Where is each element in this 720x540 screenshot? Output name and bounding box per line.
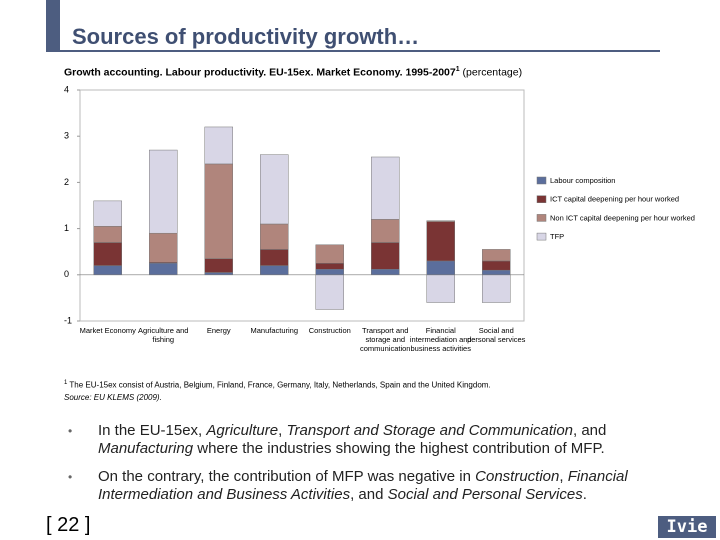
bar-segment xyxy=(260,249,289,266)
emphasis: Construction xyxy=(475,468,560,485)
bar-segment xyxy=(315,244,344,264)
footnote: The EU-15ex consist of Austria, Belgium,… xyxy=(69,380,491,390)
bar-segment xyxy=(371,156,400,220)
text-run: On the contrary, the contribution of MFP… xyxy=(98,468,476,485)
x-tick-label: Manufacturing xyxy=(250,326,299,335)
text-run: , xyxy=(278,422,287,439)
bar-segment xyxy=(93,200,122,227)
legend-label: TFP xyxy=(550,232,564,241)
x-tick-label: Social and personal services xyxy=(467,326,526,344)
x-tick-label: Energy xyxy=(206,326,231,335)
text-run: In the EU-15ex, xyxy=(98,422,207,439)
bar-segment xyxy=(204,163,233,259)
legend-label: ICT capital deepening per hour worked xyxy=(550,195,679,204)
bar-segment xyxy=(371,269,400,276)
bar-segment xyxy=(426,221,455,262)
y-tick-label: 1 xyxy=(64,223,69,233)
bar-segment xyxy=(426,260,455,276)
y-tick-label: 3 xyxy=(64,131,69,141)
bullet-text: In the EU-15ex, Agriculture, Transport a… xyxy=(98,422,688,458)
plot-frame xyxy=(79,89,525,322)
bullet-dot: • xyxy=(68,470,73,484)
emphasis: Transport and Storage and Communication xyxy=(286,422,573,439)
text-run: where the industries showing the highest… xyxy=(193,440,605,457)
legend-swatch xyxy=(536,214,547,222)
accent-bar xyxy=(46,0,60,52)
bar-segment xyxy=(260,265,289,276)
chart-title-line: Growth accounting. Labour productivity. … xyxy=(64,66,522,79)
legend-swatch xyxy=(536,195,547,203)
x-tick-label: Agriculture and fishing xyxy=(138,326,189,344)
legend-swatch xyxy=(536,232,547,241)
x-tick-label: Transport and storage and communication xyxy=(360,326,411,353)
text-run: , and xyxy=(573,422,607,439)
bar-segment xyxy=(204,126,233,165)
x-tick-label: Financial intermediation and business ac… xyxy=(409,326,472,353)
y-tick-label: -1 xyxy=(64,315,72,325)
bullet-text: On the contrary, the contribution of MFP… xyxy=(98,468,688,504)
bullet: • In the EU-15ex, Agriculture, Transport … xyxy=(68,422,688,458)
footnote-line: 1 The EU-15ex consist of Austria, Belgiu… xyxy=(64,380,491,390)
bar-segment xyxy=(260,223,289,250)
emphasis: Agriculture xyxy=(206,422,279,439)
bar-segment xyxy=(315,263,344,270)
bar-segment xyxy=(149,263,178,276)
title-rule xyxy=(60,50,660,52)
logo: Ivie xyxy=(658,516,716,538)
legend-label: Labour composition xyxy=(550,176,615,185)
bar-segment xyxy=(93,265,122,276)
legend-label: Non ICT capital deepening per hour worke… xyxy=(550,213,695,222)
bar-segment xyxy=(371,219,400,243)
bar-segment xyxy=(482,249,511,262)
bar-segment xyxy=(482,269,511,276)
page-number: [ 22 ] xyxy=(46,514,91,536)
bar-segment xyxy=(482,274,511,303)
bar-segment xyxy=(93,226,122,243)
bullet-dot: • xyxy=(68,424,73,438)
bar-segment xyxy=(149,232,178,263)
source: Source: EU KLEMS (2009). xyxy=(64,393,162,402)
bar-segment xyxy=(93,242,122,266)
bar-segment xyxy=(426,274,455,303)
emphasis: Manufacturing xyxy=(98,440,194,457)
title-note: 1 xyxy=(455,66,460,73)
emphasis: Social and Personal Services xyxy=(387,486,583,503)
bar-segment xyxy=(204,258,233,273)
text-run: , xyxy=(559,468,568,485)
bar-segment xyxy=(315,274,344,310)
legend-swatch xyxy=(536,176,547,185)
text-run: , and xyxy=(350,486,388,503)
x-tick-label: Market Economy xyxy=(79,326,136,335)
bar-segment xyxy=(204,272,233,276)
emphasis: Financial Intermediation and Business Ac… xyxy=(98,468,628,503)
slide-title: Sources of productivity growth… xyxy=(72,24,420,49)
bar-segment xyxy=(315,269,344,276)
chart-title: Growth accounting. Labour productivity. … xyxy=(64,66,456,79)
chart: -1 0 1 2 3 4 TFP Non ICT capital deepening per … xyxy=(64,84,695,325)
footnote-mark: 1 xyxy=(64,380,68,386)
bar-segment xyxy=(482,260,511,271)
y-tick-label: 0 xyxy=(64,269,69,279)
bar-segment xyxy=(426,220,455,222)
y-tick-label: 2 xyxy=(64,177,69,187)
bar-segment xyxy=(260,154,289,225)
text-run: . xyxy=(582,486,587,503)
x-tick-label: Construction xyxy=(308,326,351,335)
bar-segment xyxy=(371,242,400,270)
bar-segment xyxy=(149,149,178,234)
y-tick-label: 4 xyxy=(64,84,69,94)
chart-subtitle: (percentage) xyxy=(462,66,523,79)
bullet: • On the contrary, the contribution of MF… xyxy=(68,468,688,504)
